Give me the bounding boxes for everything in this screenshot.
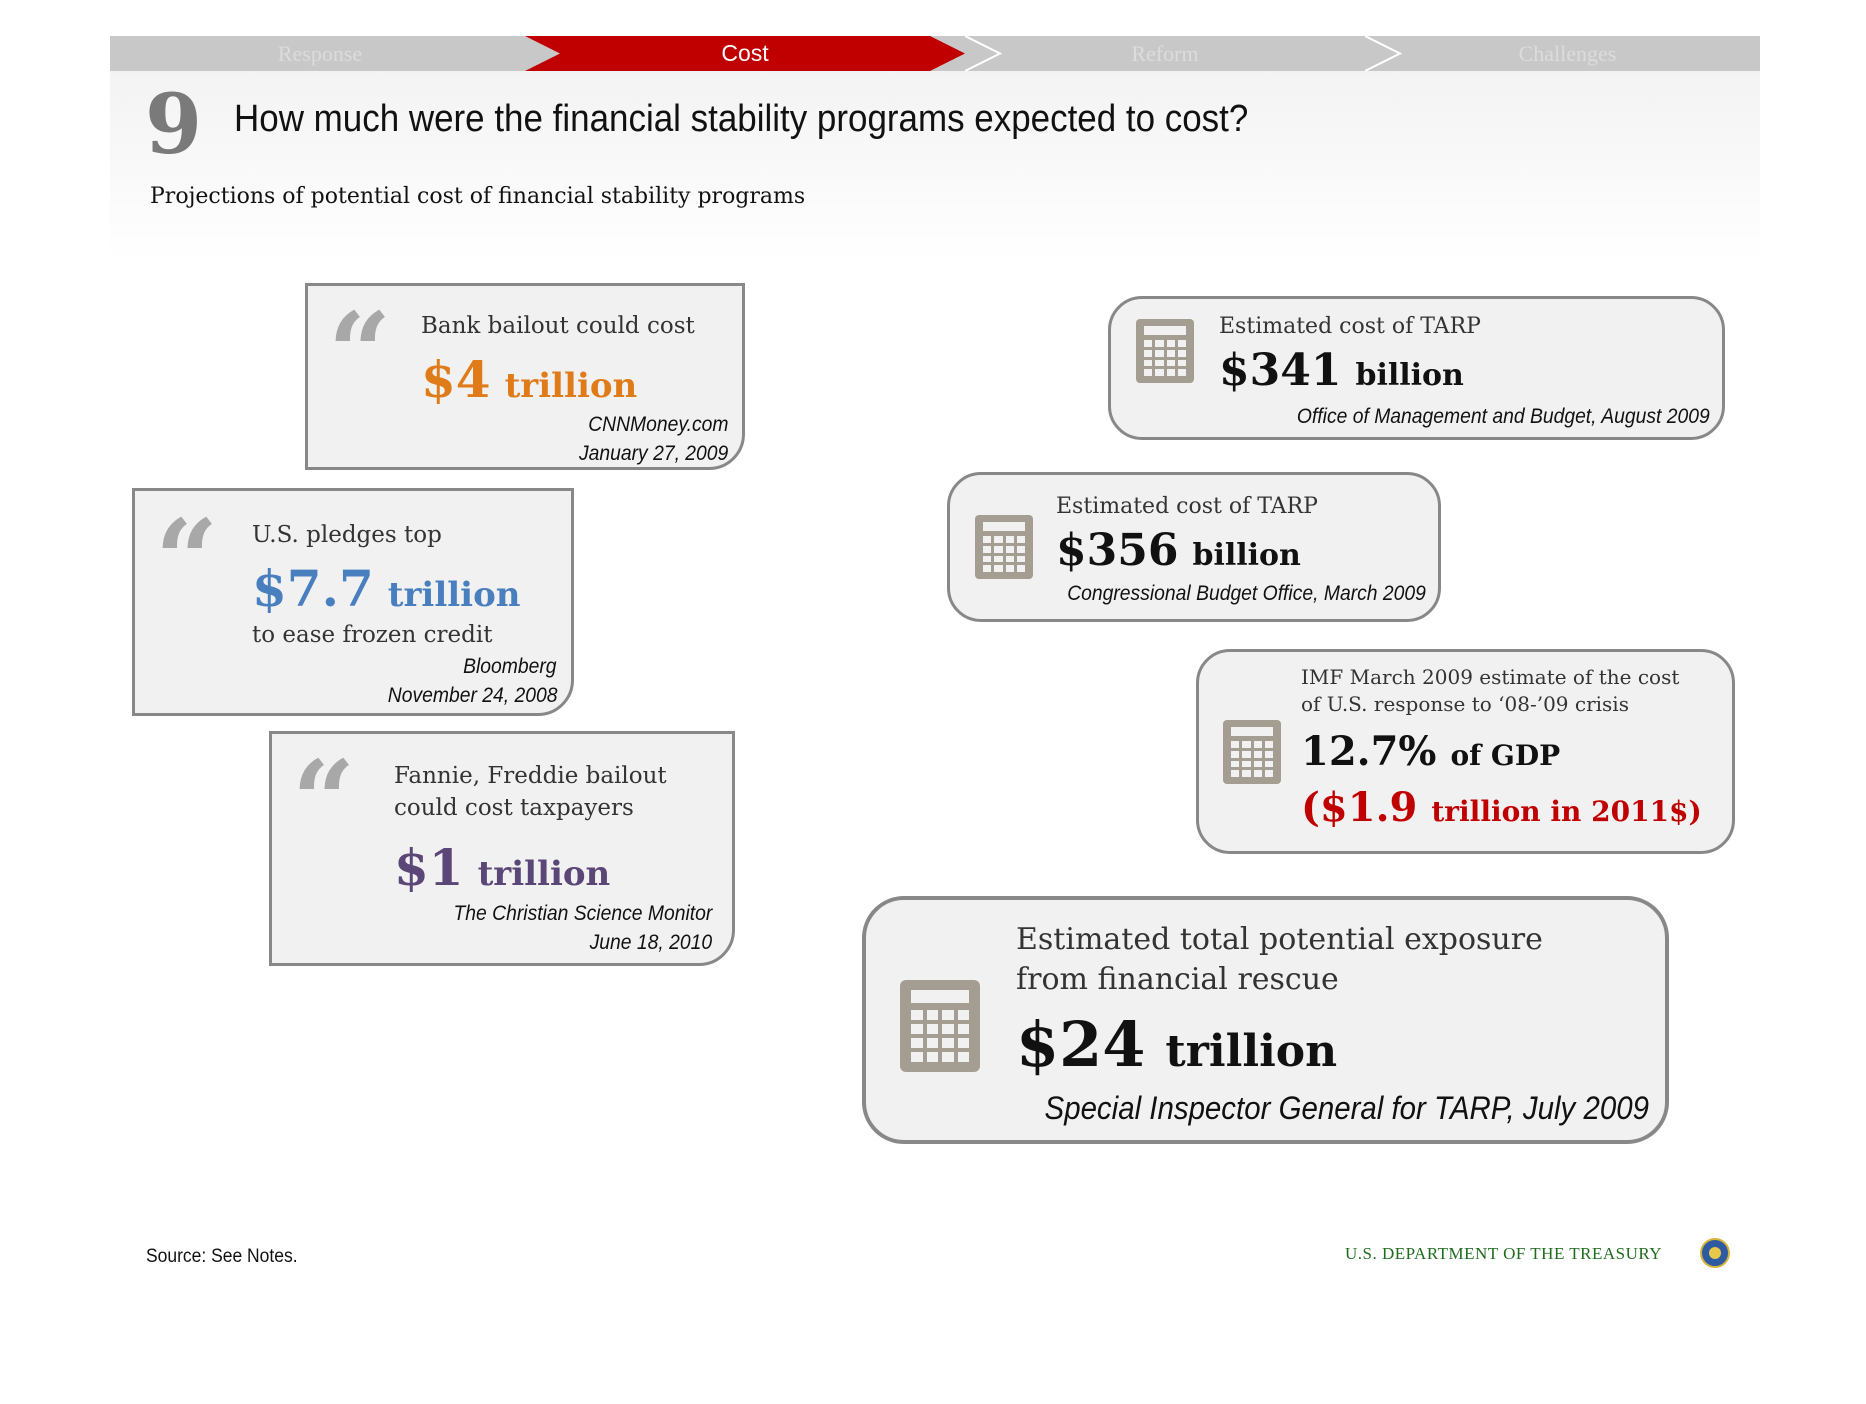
amount-value: $1: [394, 838, 464, 897]
page-number: 9: [145, 77, 203, 173]
quote-source: CNNMoney.com: [587, 413, 728, 436]
estimate-amount: $356 billion: [1056, 525, 1301, 576]
tab-response[interactable]: Response: [277, 41, 363, 66]
amount-unit: trillion: [504, 366, 638, 406]
estimate-label: Estimated cost of TARP: [1219, 314, 1481, 339]
calculator-icon: [1223, 720, 1281, 784]
agency-name: U.S. DEPARTMENT OF THE TREASURY: [1345, 1244, 1663, 1263]
tab-challenges[interactable]: Challenges: [1518, 41, 1617, 66]
quote-date: January 27, 2009: [578, 442, 728, 465]
quote-date: June 18, 2010: [589, 931, 712, 954]
estimate-source: Office of Management and Budget, August …: [1297, 405, 1710, 428]
alt-amount-value: ($1.9: [1301, 784, 1418, 831]
amount-unit: of GDP: [1450, 739, 1561, 772]
quote-amount: $1 trillion: [394, 838, 610, 897]
quote-lead-line2: could cost taxpayers: [394, 795, 634, 821]
estimate-source: Congressional Budget Office, March 2009: [1067, 582, 1426, 605]
estimate-card-imf: IMF March 2009 estimate of the cost of U…: [1196, 649, 1735, 854]
header-background: [110, 71, 1760, 261]
quote-lead-line1: Fannie, Freddie bailout: [394, 763, 667, 789]
amount-unit: billion: [1192, 538, 1301, 573]
quote-icon: “: [155, 495, 219, 624]
amount-value: $341: [1219, 345, 1342, 396]
amount-value: 12.7%: [1301, 728, 1437, 775]
quote-amount: $4 trillion: [421, 350, 637, 409]
page-title: How much were the financial stability pr…: [234, 98, 1249, 140]
amount-value: $4: [421, 350, 491, 409]
estimate-amount: $24 trillion: [1016, 1008, 1337, 1081]
nav-separator: [965, 36, 1003, 71]
estimate-label: Estimated cost of TARP: [1056, 494, 1318, 519]
estimate-label-line2: of U.S. response to ‘08-’09 crisis: [1301, 692, 1629, 716]
nav-separator: [1365, 36, 1403, 71]
estimate-card-omb: Estimated cost of TARP $341 billion Offic…: [1108, 296, 1725, 440]
quote-card-us-pledges: “ U.S. pledges top $7.7 trillion to ease …: [132, 488, 574, 716]
estimate-source: Special Inspector General for TARP, July…: [1044, 1090, 1649, 1126]
quote-date: November 24, 2008: [387, 684, 557, 707]
amount-value: $356: [1056, 525, 1179, 576]
amount-unit: trillion: [387, 575, 521, 615]
estimate-amount: 12.7% of GDP: [1301, 728, 1560, 775]
estimate-alt-amount: ($1.9 trillion in 2011$): [1301, 784, 1702, 831]
estimate-card-sigtarp: Estimated total potential exposure from …: [862, 896, 1669, 1144]
quote-icon: “: [292, 736, 356, 865]
page-subtitle: Projections of potential cost of financi…: [150, 184, 806, 209]
estimate-label-line2: from financial rescue: [1016, 962, 1339, 997]
calculator-icon: [975, 515, 1033, 579]
quote-source: Bloomberg: [463, 655, 557, 678]
quote-card-fannie-freddie: “ Fannie, Freddie bailout could cost tax…: [269, 731, 735, 966]
estimate-label-line1: IMF March 2009 estimate of the cost: [1301, 665, 1680, 689]
calculator-icon: [900, 980, 980, 1072]
quote-card-bank-bailout: “ Bank bailout could cost $4 trillion CNN…: [305, 283, 745, 470]
amount-unit: billion: [1355, 358, 1464, 393]
amount-value: $24: [1016, 1008, 1146, 1081]
estimate-amount: $341 billion: [1219, 345, 1464, 396]
quote-lead: U.S. pledges top: [252, 522, 442, 548]
quote-icon: “: [328, 288, 392, 417]
treasury-seal-icon: [1700, 1238, 1730, 1268]
section-nav: Response Cost Reform Challenges: [110, 36, 1760, 71]
alt-amount-unit: trillion in 2011$): [1431, 795, 1702, 828]
calculator-icon: [1136, 319, 1194, 383]
tab-cost[interactable]: Cost: [525, 36, 965, 71]
estimate-label-line1: Estimated total potential exposure: [1016, 922, 1543, 957]
quote-lead: Bank bailout could cost: [421, 313, 695, 339]
estimate-card-cbo: Estimated cost of TARP $356 billion Congr…: [947, 472, 1441, 622]
quote-after-text: to ease frozen credit: [252, 622, 493, 648]
amount-value: $7.7: [252, 559, 374, 618]
tab-reform[interactable]: Reform: [1131, 41, 1199, 66]
footer-source: Source: See Notes.: [146, 1246, 298, 1267]
amount-unit: trillion: [1165, 1026, 1338, 1077]
tab-cost-label: Cost: [721, 40, 769, 66]
quote-source: The Christian Science Monitor: [453, 902, 712, 925]
amount-unit: trillion: [477, 854, 611, 894]
quote-amount: $7.7 trillion: [252, 559, 520, 618]
